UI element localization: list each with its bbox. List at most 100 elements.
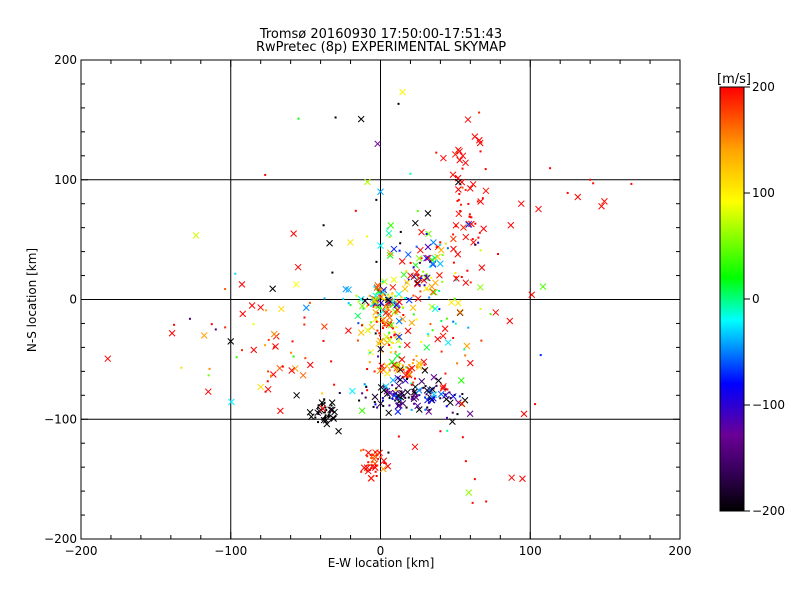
x-tick-label: −100: [214, 544, 247, 558]
data-point-dot: [303, 316, 306, 319]
data-point-dot: [451, 411, 454, 414]
data-point-cross: [250, 346, 258, 354]
data-point-dot: [366, 368, 369, 371]
data-point-cross: [385, 229, 393, 237]
data-point-dot: [376, 329, 379, 332]
data-point-dot: [366, 235, 369, 238]
data-point-dot: [428, 296, 431, 299]
data-point-dot: [539, 354, 542, 357]
data-point-cross: [277, 407, 284, 415]
colorbar-tick-label: 100: [752, 186, 775, 200]
data-point-cross: [358, 302, 366, 310]
data-point-cross: [466, 410, 474, 418]
data-point-dot: [330, 360, 333, 363]
data-point-dot: [188, 317, 191, 320]
data-point-dot: [459, 203, 462, 206]
data-point-dot: [269, 374, 272, 377]
data-point-dot: [364, 396, 367, 399]
data-point-dot: [444, 242, 447, 245]
data-point-dot: [397, 102, 400, 105]
data-point-dot: [308, 301, 311, 304]
data-point-cross: [404, 327, 412, 335]
data-point-cross: [227, 338, 235, 345]
data-point-dot: [371, 454, 374, 457]
data-point-dot: [373, 401, 376, 404]
data-point-dot: [415, 318, 418, 321]
data-point-dot: [354, 209, 357, 212]
data-point-dot: [461, 186, 464, 189]
data-point-dot: [428, 408, 431, 411]
data-point-dot: [431, 329, 434, 332]
data-point-cross: [407, 272, 414, 280]
data-point-dot: [374, 332, 377, 335]
data-point-dot: [407, 297, 410, 300]
data-point-dot: [423, 363, 426, 366]
data-point-dot: [321, 404, 324, 407]
data-point-cross: [480, 225, 487, 233]
data-point-dot: [423, 284, 426, 287]
data-point-dot: [400, 296, 403, 299]
data-point-dot: [399, 230, 402, 233]
data-point-cross: [384, 305, 392, 312]
data-point-cross: [436, 271, 443, 279]
data-point-dot: [375, 316, 378, 319]
data-point-cross: [397, 391, 405, 398]
data-point-cross: [405, 296, 413, 304]
data-point-cross: [456, 308, 464, 316]
data-point-cross: [441, 325, 449, 333]
data-point-dot: [234, 272, 237, 275]
colorbar-tick-label: −200: [752, 504, 785, 518]
data-point-cross: [239, 310, 247, 318]
data-point-cross: [364, 326, 372, 334]
data-point-dot: [361, 392, 364, 395]
data-point-dot: [466, 269, 469, 272]
data-point-dot: [324, 414, 327, 417]
data-point-cross: [434, 335, 442, 343]
colorbar: [719, 86, 745, 512]
data-point-cross: [328, 406, 336, 414]
data-point-dot: [358, 399, 361, 402]
data-point-dot: [566, 191, 569, 194]
data-point-dot: [430, 276, 433, 279]
data-point-cross: [364, 178, 371, 186]
data-point-dot: [383, 294, 386, 297]
chart-title: Tromsø 20160930 17:50:00-17:51:43: [259, 27, 502, 42]
data-point-dot: [387, 336, 390, 339]
data-point-dot: [441, 280, 444, 283]
data-point-cross: [394, 352, 401, 360]
data-point-dot: [391, 293, 394, 296]
data-point-cross: [375, 340, 383, 347]
data-point-cross: [306, 361, 314, 369]
colorbar-tick-label: 200: [752, 80, 775, 94]
data-point-dot: [395, 396, 398, 399]
data-point-cross: [318, 399, 326, 406]
data-point-dot: [386, 227, 389, 230]
data-point-dot: [412, 294, 415, 297]
data-point-cross: [535, 205, 542, 213]
data-point-cross: [475, 136, 483, 144]
data-point-dot: [446, 388, 449, 391]
data-point-cross: [412, 394, 420, 401]
data-point-dot: [207, 374, 210, 377]
data-point-cross: [482, 187, 490, 195]
data-point-cross: [469, 180, 477, 188]
data-point-cross: [444, 339, 452, 346]
data-point-cross: [507, 221, 515, 229]
data-points: [104, 88, 633, 504]
data-point-cross: [456, 156, 464, 164]
data-point-dot: [426, 406, 429, 409]
data-point-cross: [517, 200, 525, 208]
data-point-cross: [388, 358, 396, 366]
data-point-dot: [323, 297, 326, 300]
data-point-dot: [374, 403, 377, 406]
data-point-dot: [393, 330, 396, 333]
data-point-cross: [377, 188, 384, 196]
data-point-cross: [342, 285, 350, 293]
data-point-dot: [382, 317, 385, 320]
data-point-cross: [384, 296, 392, 304]
data-point-cross: [192, 231, 200, 239]
data-point-dot: [407, 278, 410, 281]
data-point-cross: [371, 464, 379, 471]
data-point-dot: [473, 478, 476, 481]
